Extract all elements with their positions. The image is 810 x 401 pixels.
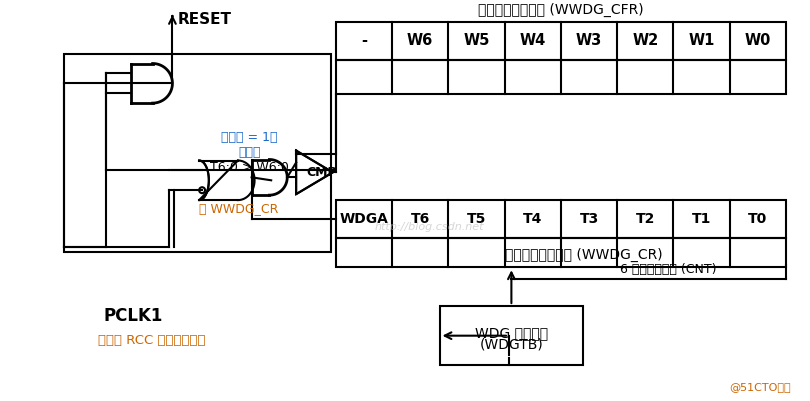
Text: W5: W5: [463, 33, 489, 48]
Text: RESET: RESET: [177, 12, 232, 27]
Text: 看门狗配置寄存器 (WWDG_CFR): 看门狗配置寄存器 (WWDG_CFR): [478, 3, 644, 17]
Text: WDGA: WDGA: [339, 212, 388, 226]
Text: W0: W0: [744, 33, 771, 48]
Bar: [335, 60, 786, 94]
Text: T5: T5: [467, 212, 486, 226]
Text: http://blog.csdn.net: http://blog.csdn.net: [375, 222, 484, 232]
Text: （来自 RCC 时钟控制器）: （来自 RCC 时钟控制器）: [98, 334, 206, 347]
Text: PCLK1: PCLK1: [103, 307, 163, 325]
Text: W2: W2: [632, 33, 659, 48]
Bar: [335, 238, 786, 267]
Text: W3: W3: [576, 33, 602, 48]
Text: WDG 预分频器: WDG 预分频器: [475, 326, 548, 340]
Text: -: -: [361, 33, 367, 48]
Text: CMP: CMP: [306, 166, 337, 179]
Bar: [440, 306, 583, 365]
Text: T0: T0: [748, 212, 768, 226]
Text: 条件：: 条件：: [238, 146, 261, 159]
Text: 6 位递减计数器 (CNT): 6 位递减计数器 (CNT): [620, 263, 717, 276]
Bar: [335, 200, 786, 238]
Text: T2: T2: [636, 212, 655, 226]
Text: T3: T3: [579, 212, 599, 226]
Text: T6: T6: [411, 212, 430, 226]
Bar: [63, 54, 330, 251]
Text: W1: W1: [688, 33, 714, 48]
Text: 写 WWDG_CR: 写 WWDG_CR: [199, 202, 279, 215]
Text: W6: W6: [407, 33, 433, 48]
Bar: [335, 22, 786, 60]
Text: T6:0 > W6:0: T6:0 > W6:0: [210, 160, 289, 174]
Text: @51CTO博客: @51CTO博客: [729, 382, 791, 392]
Text: W4: W4: [519, 33, 546, 48]
Text: (WDGTB): (WDGTB): [480, 338, 544, 352]
Polygon shape: [296, 151, 333, 194]
Text: 比较器 = 1，: 比较器 = 1，: [221, 131, 278, 144]
Text: T1: T1: [692, 212, 711, 226]
Text: T4: T4: [523, 212, 543, 226]
Text: 看门狗控制寄存器 (WWDG_CR): 看门狗控制寄存器 (WWDG_CR): [505, 248, 663, 262]
